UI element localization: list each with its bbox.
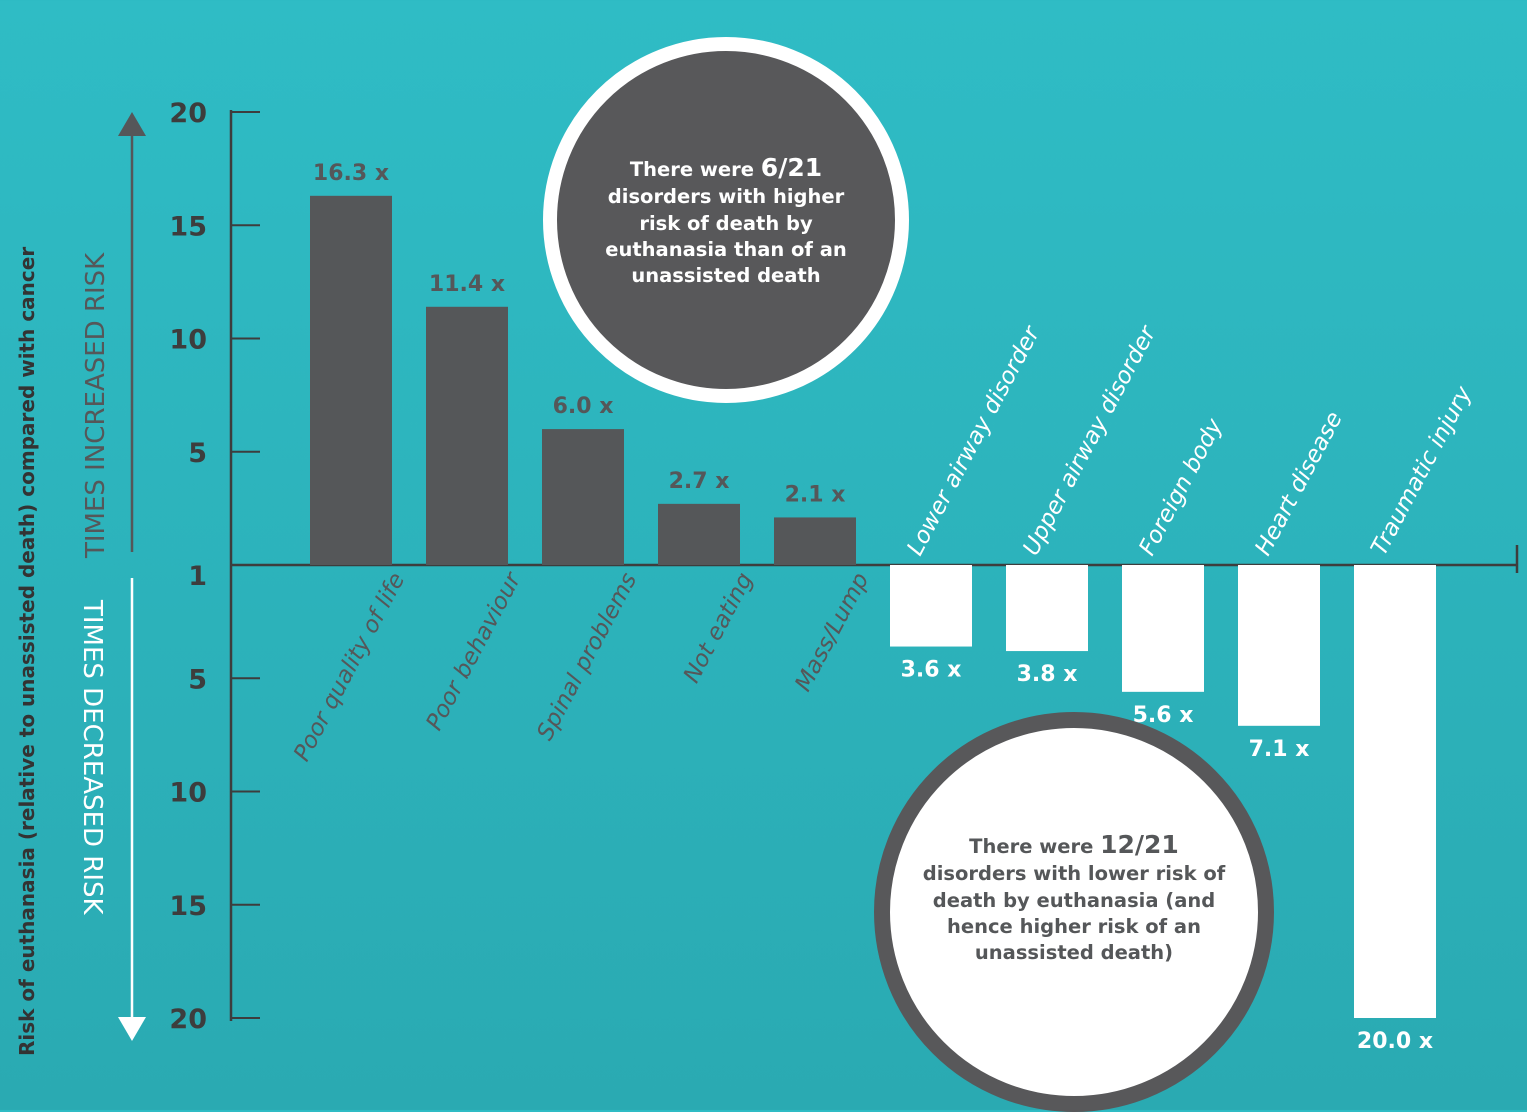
times-increased-risk-label: TIMES INCREASED RISK — [81, 252, 111, 559]
bar-value-label: 7.1 x — [1249, 737, 1310, 762]
increase-arrow-head — [118, 112, 146, 136]
bar-decreased — [1122, 565, 1204, 692]
tick-label-baseline: 1 — [188, 561, 207, 592]
category-label: Poor quality of life — [289, 569, 410, 766]
tick-label-up: 15 — [169, 211, 207, 242]
category-label: Poor behaviour — [422, 567, 528, 734]
bar-value-label: 3.6 x — [901, 658, 962, 683]
category-label: Mass/Lump — [790, 569, 874, 696]
category-label: Heart disease — [1250, 407, 1347, 559]
bar-increased — [658, 503, 740, 565]
bar-increased — [774, 517, 856, 565]
tick-label-down: 20 — [169, 1004, 207, 1035]
category-label: Spinal problems — [532, 569, 642, 745]
callout-higher-text: There were 6/21 disorders with higher ri… — [595, 151, 857, 290]
callout-lower-fraction: 12/21 — [1100, 829, 1179, 859]
tick-label-down: 5 — [188, 664, 207, 695]
bar-value-label: 2.7 x — [669, 469, 730, 494]
y-axis-title: Risk of euthanasia (relative to unassist… — [15, 247, 39, 1056]
category-label: Foreign body — [1134, 414, 1228, 560]
category-label: Lower airway disorder — [902, 321, 1045, 560]
bar-decreased — [1238, 565, 1320, 726]
bar-value-label: 3.8 x — [1017, 662, 1078, 687]
tick-label-up: 10 — [169, 325, 207, 356]
callout-lower-risk: There were 12/21 disorders with lower ri… — [874, 712, 1274, 1112]
category-label: Traumatic injury — [1366, 382, 1477, 560]
callout-lower-text: There were 12/21 disorders with lower ri… — [916, 828, 1232, 967]
callout-higher-risk: There were 6/21 disorders with higher ri… — [543, 37, 909, 403]
callout-higher-body: disorders with higher risk of death by e… — [605, 185, 847, 288]
bar-decreased — [1006, 565, 1088, 652]
bar-value-label: 11.4 x — [429, 272, 505, 297]
times-decreased-risk-label: TIMES DECREASED RISK — [77, 599, 107, 916]
bar-increased — [310, 195, 392, 565]
category-label: Upper airway disorder — [1018, 321, 1162, 560]
callout-lower-prefix: There were — [969, 834, 1101, 858]
bar-increased — [426, 306, 508, 565]
callout-higher-fraction: 6/21 — [760, 152, 823, 182]
bar-value-label: 16.3 x — [313, 161, 389, 186]
bar-value-label: 20.0 x — [1357, 1029, 1433, 1054]
tick-label-down: 15 — [169, 891, 207, 922]
bar-value-label: 2.1 x — [785, 482, 846, 507]
tick-label-down: 10 — [169, 778, 207, 809]
decrease-arrow-head — [118, 1017, 146, 1041]
tick-label-up: 5 — [188, 438, 207, 469]
bar-value-label: 6.0 x — [553, 394, 614, 419]
callout-lower-body: disorders with lower risk of death by eu… — [922, 862, 1226, 965]
category-label: Not eating — [679, 569, 758, 688]
bar-decreased — [890, 565, 972, 647]
tick-label-up: 20 — [169, 98, 207, 129]
bars — [310, 195, 1436, 1018]
bar-decreased — [1354, 565, 1436, 1018]
callout-higher-prefix: There were — [629, 157, 761, 181]
bar-increased — [542, 429, 624, 565]
